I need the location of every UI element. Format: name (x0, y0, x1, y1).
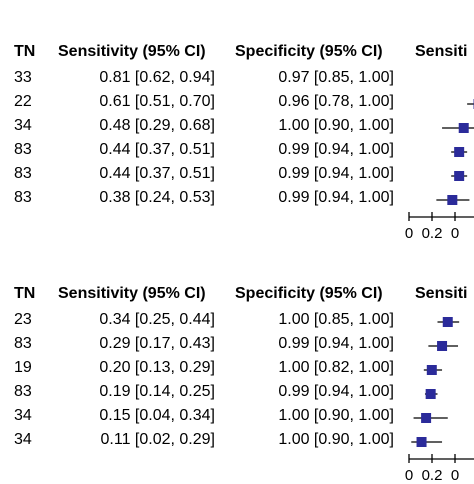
tn-value: 83 (14, 165, 32, 183)
sensitivity-value: 0.34 [0.25, 0.44] (60, 311, 215, 329)
tn-value: 33 (14, 69, 32, 87)
header-specificity: Specificity (95% CI) (235, 43, 383, 61)
tn-value: 83 (14, 189, 32, 207)
tn-value: 34 (14, 431, 32, 449)
estimate-marker (447, 195, 457, 205)
specificity-value: 0.99 [0.94, 1.00] (232, 335, 394, 353)
estimate-marker (443, 317, 453, 327)
specificity-value: 0.97 [0.85, 1.00] (232, 69, 394, 87)
estimate-marker (459, 123, 469, 133)
specificity-value: 1.00 [0.90, 1.00] (232, 431, 394, 449)
specificity-value: 0.99 [0.94, 1.00] (232, 189, 394, 207)
x-tick-label: 0 (451, 467, 459, 484)
estimate-marker (421, 413, 431, 423)
header-sensitivity: Sensitivity (95% CI) (58, 43, 206, 61)
header-tn: TN (14, 43, 35, 61)
sensitivity-value: 0.44 [0.37, 0.51] (60, 141, 215, 159)
estimate-marker (426, 389, 436, 399)
tn-value: 83 (14, 335, 32, 353)
tn-value: 22 (14, 93, 32, 111)
tn-value: 34 (14, 407, 32, 425)
x-tick-label: 0 (451, 225, 459, 242)
estimate-marker (454, 147, 464, 157)
estimate-marker (437, 341, 447, 351)
sensitivity-value: 0.61 [0.51, 0.70] (60, 93, 215, 111)
header-sensitivity: Sensitivity (95% CI) (58, 285, 206, 303)
specificity-value: 0.99 [0.94, 1.00] (232, 141, 394, 159)
estimate-marker (454, 171, 464, 181)
sensitivity-value: 0.81 [0.62, 0.94] (60, 69, 215, 87)
specificity-value: 0.99 [0.94, 1.00] (232, 383, 394, 401)
specificity-value: 1.00 [0.90, 1.00] (232, 117, 394, 135)
sensitivity-value: 0.38 [0.24, 0.53] (60, 189, 215, 207)
specificity-value: 0.99 [0.94, 1.00] (232, 165, 394, 183)
tn-value: 23 (14, 311, 32, 329)
specificity-value: 0.96 [0.78, 1.00] (232, 93, 394, 111)
x-tick-label: 0 (405, 225, 413, 242)
sensitivity-value: 0.19 [0.14, 0.25] (60, 383, 215, 401)
tn-value: 34 (14, 117, 32, 135)
specificity-value: 1.00 [0.90, 1.00] (232, 407, 394, 425)
specificity-value: 1.00 [0.85, 1.00] (232, 311, 394, 329)
tn-value: 83 (14, 141, 32, 159)
x-tick-label: 0.2 (422, 467, 443, 484)
sensitivity-value: 0.11 [0.02, 0.29] (60, 431, 215, 449)
tn-value: 83 (14, 383, 32, 401)
sensitivity-value: 0.48 [0.29, 0.68] (60, 117, 215, 135)
header-specificity: Specificity (95% CI) (235, 285, 383, 303)
estimate-marker (427, 365, 437, 375)
x-tick-label: 0.2 (422, 225, 443, 242)
estimate-marker (417, 437, 427, 447)
tn-value: 19 (14, 359, 32, 377)
sensitivity-value: 0.29 [0.17, 0.43] (60, 335, 215, 353)
x-tick-label: 0 (405, 467, 413, 484)
sensitivity-value: 0.44 [0.37, 0.51] (60, 165, 215, 183)
header-tn: TN (14, 285, 35, 303)
sensitivity-value: 0.20 [0.13, 0.29] (60, 359, 215, 377)
specificity-value: 1.00 [0.82, 1.00] (232, 359, 394, 377)
sensitivity-value: 0.15 [0.04, 0.34] (60, 407, 215, 425)
